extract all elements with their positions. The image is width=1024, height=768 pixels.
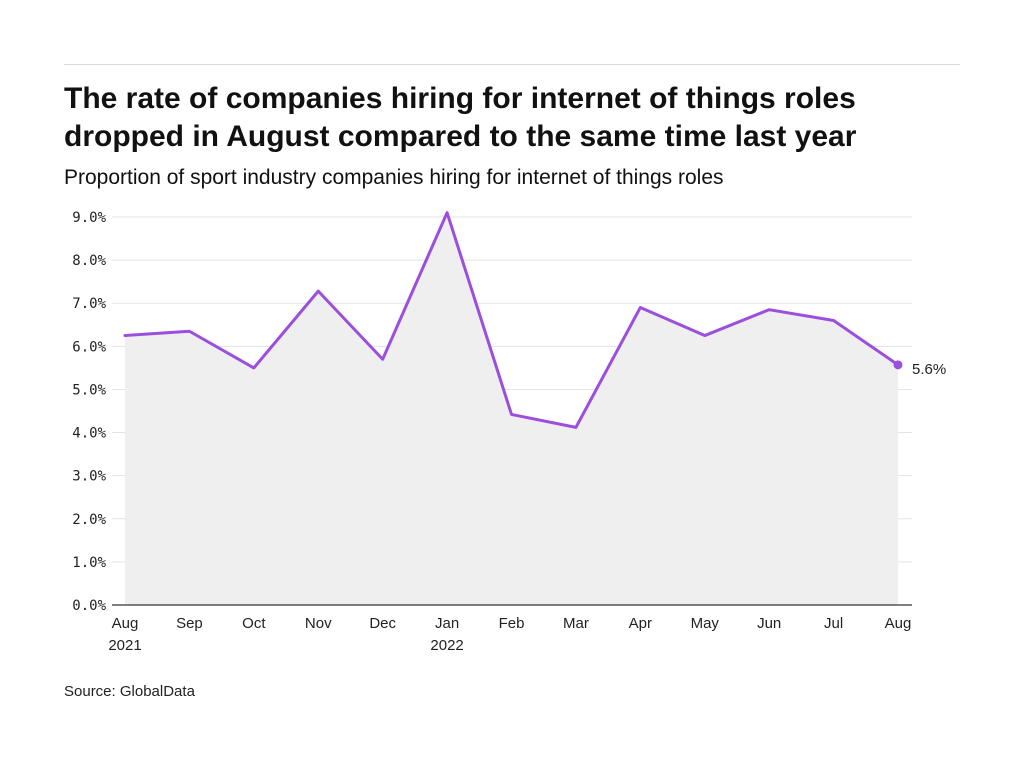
y-tick-label: 6.0% — [72, 339, 106, 355]
x-tick-label: Jan — [435, 615, 459, 632]
x-tick-label: Mar — [563, 615, 589, 632]
data-point — [124, 334, 127, 337]
x-tick-label: Jun — [757, 615, 781, 632]
y-tick-label: 9.0% — [72, 210, 106, 226]
x-tick-label: Apr — [629, 615, 652, 632]
x-tick-label: Aug — [112, 615, 139, 632]
area-fill-layer — [125, 212, 898, 605]
chart-title: The rate of companies hiring for interne… — [64, 82, 857, 153]
y-tick-label: 5.0% — [72, 382, 106, 398]
end-point-marker — [893, 360, 903, 370]
x-tick-label: Nov — [305, 615, 332, 632]
data-point — [446, 211, 449, 214]
y-tick-label: 0.0% — [72, 598, 106, 614]
top-rule — [64, 64, 960, 65]
x-tick-year-label: 2021 — [108, 637, 141, 654]
chart-subtitle: Proportion of sport industry companies h… — [64, 166, 724, 189]
x-tick-label: Aug — [885, 615, 912, 632]
source-note: Source: GlobalData — [64, 683, 195, 700]
series-line-layer — [123, 211, 903, 429]
data-point — [510, 413, 513, 416]
area-fill — [125, 212, 898, 605]
data-point — [703, 334, 706, 337]
y-tick-label: 3.0% — [72, 469, 106, 485]
x-tick-label: Sep — [176, 615, 203, 632]
y-tick-label: 4.0% — [72, 426, 106, 442]
data-point — [832, 319, 835, 322]
data-point — [252, 366, 255, 369]
x-tick-label: Dec — [369, 615, 396, 632]
x-tick-label: May — [691, 615, 720, 632]
y-tick-label: 2.0% — [72, 512, 106, 528]
x-tick-year-label: 2022 — [430, 637, 463, 654]
end-value-label: 5.6% — [912, 361, 946, 378]
x-tick-label: Feb — [499, 615, 525, 632]
y-tick-label: 7.0% — [72, 296, 106, 312]
tick-labels: 0.0% 1.0% 2.0% 3.0% 4.0% 5.0% 6.0% 7.0% 8.0% 9.0%… — [72, 210, 946, 654]
data-point — [639, 306, 642, 309]
data-point — [381, 358, 384, 361]
data-point — [317, 290, 320, 293]
data-point — [574, 426, 577, 429]
data-point — [188, 330, 191, 333]
x-tick-label: Jul — [824, 615, 843, 632]
data-point — [768, 308, 771, 311]
series-line — [123, 211, 900, 429]
y-tick-label: 1.0% — [72, 555, 106, 571]
x-tick-label: Oct — [242, 615, 266, 632]
y-tick-label: 8.0% — [72, 253, 106, 269]
